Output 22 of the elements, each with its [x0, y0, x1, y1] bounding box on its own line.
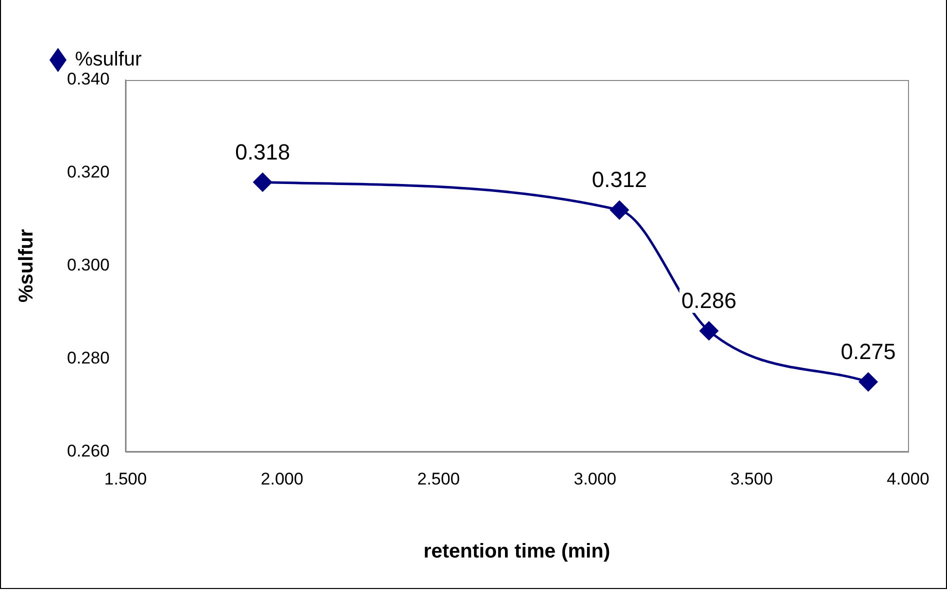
point	[610, 200, 629, 220]
point	[700, 322, 718, 340]
x-tick-label: 4.000	[886, 469, 930, 488]
x-tick-label: 2.000	[260, 469, 304, 488]
x-axis-title: retention time (min)	[423, 540, 610, 563]
y-tick-label: 0.260	[66, 441, 110, 460]
data-label: 0.312	[592, 167, 647, 192]
point	[859, 372, 878, 392]
y-tick-label: 0.320	[66, 162, 110, 182]
x-tick-label: 1.500	[104, 469, 147, 488]
point	[253, 172, 272, 192]
x-tick-label: 3.000	[574, 469, 616, 488]
x-tick-label: 3.500	[730, 469, 773, 488]
y-axis-title: %sulfur	[16, 228, 38, 302]
y-tick-label: 0.280	[66, 348, 110, 368]
data-label: 0.318	[235, 139, 290, 164]
data-label: 0.286	[681, 288, 736, 313]
y-tick-label: 0.300	[66, 255, 110, 274]
x-tick-label: 2.500	[417, 469, 460, 488]
legend-label: %sulfur	[75, 48, 142, 71]
data-label: 0.275	[840, 338, 896, 364]
y-tick-label: 0.340	[66, 70, 110, 89]
